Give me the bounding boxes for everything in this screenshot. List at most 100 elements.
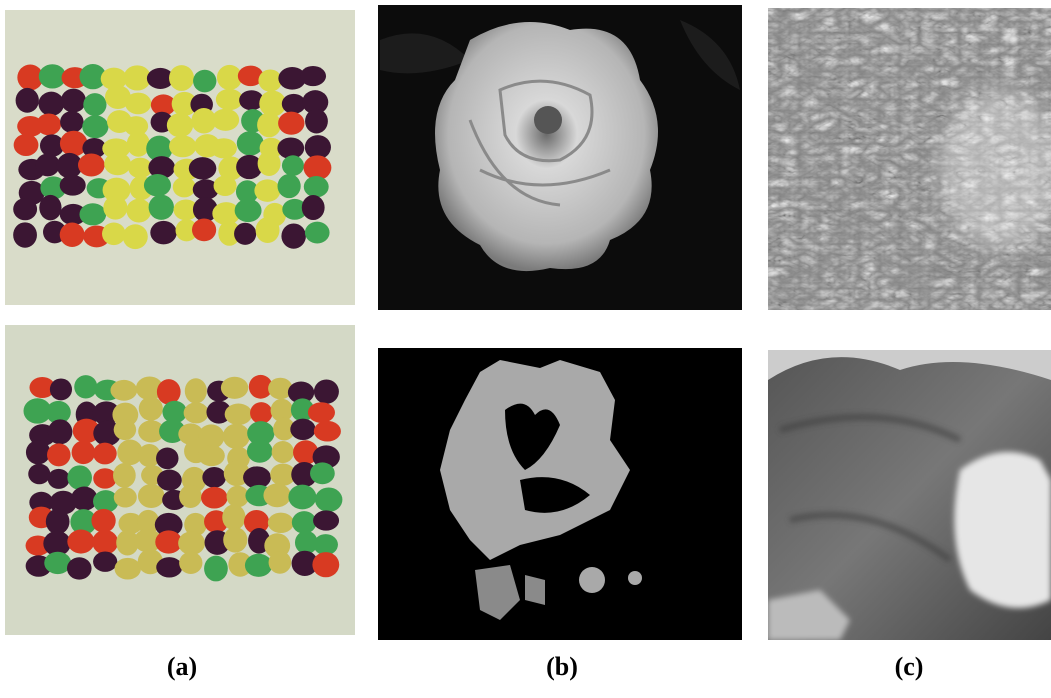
candy (256, 217, 280, 243)
candy (60, 223, 85, 247)
candy (167, 113, 193, 137)
candy (39, 195, 61, 220)
candy (36, 154, 60, 177)
candy (157, 470, 182, 491)
candy (212, 109, 239, 131)
candy (302, 195, 325, 220)
candy (60, 175, 86, 196)
figure: (a) (b) (c) (0, 0, 1051, 698)
candy (193, 70, 216, 93)
candy (104, 153, 131, 176)
rose-center (534, 106, 562, 134)
candy (250, 402, 272, 424)
candy (305, 109, 328, 134)
candy (60, 131, 88, 157)
candy (237, 131, 264, 155)
image-c-bottom (768, 350, 1051, 640)
panel-label: (b) (522, 652, 602, 682)
candy (304, 176, 329, 197)
candy (102, 222, 126, 245)
candy (115, 558, 141, 580)
candy (144, 174, 171, 196)
candy (179, 485, 202, 508)
candy (235, 199, 262, 222)
candy (192, 218, 216, 241)
candy (173, 177, 196, 198)
candy (234, 223, 256, 245)
figure-images (0, 0, 1051, 698)
candy (272, 441, 294, 463)
candy (312, 552, 339, 577)
candy (201, 487, 228, 509)
candy (16, 88, 39, 113)
segment-dot (579, 567, 605, 593)
candy (126, 199, 151, 223)
candy (74, 375, 97, 398)
candy (139, 397, 163, 421)
candy (50, 378, 72, 400)
panel-label: (c) (869, 652, 949, 682)
candy (179, 552, 202, 574)
candy (313, 510, 339, 530)
candy (114, 487, 137, 507)
candy (221, 377, 248, 399)
candy (308, 402, 335, 423)
candy (79, 203, 106, 225)
candy (67, 465, 92, 489)
candy (222, 504, 245, 530)
candy (48, 469, 70, 489)
candy (14, 134, 39, 156)
candy (185, 378, 207, 403)
candy (269, 551, 292, 574)
candy (189, 157, 217, 179)
candy (258, 151, 281, 176)
image-c-top (768, 8, 1051, 310)
candy (305, 222, 330, 244)
candy (202, 467, 226, 488)
candy (313, 534, 337, 555)
candy (13, 198, 37, 220)
candy (93, 551, 117, 571)
candy (156, 447, 178, 469)
candy (83, 93, 106, 116)
candy (247, 440, 273, 463)
candy (155, 530, 182, 553)
candy (258, 69, 282, 91)
candy (156, 557, 182, 577)
candy (82, 115, 108, 138)
panel-label: (a) (142, 652, 222, 682)
candy (113, 463, 136, 488)
candy (184, 402, 209, 423)
candy (310, 462, 335, 484)
candy (38, 92, 64, 116)
candy (263, 483, 290, 507)
candy (281, 223, 306, 248)
candy (169, 135, 196, 157)
candy (254, 179, 280, 201)
candy (61, 89, 86, 113)
candy (48, 419, 73, 444)
candy (44, 552, 71, 574)
candy (13, 222, 37, 247)
candy (282, 155, 304, 176)
candy (72, 441, 96, 465)
candy (223, 527, 247, 552)
candy (46, 509, 70, 535)
candy (36, 113, 61, 135)
candy (292, 511, 317, 533)
candy (257, 112, 281, 137)
candy (300, 66, 326, 86)
candy (210, 138, 236, 158)
candy (123, 224, 148, 249)
candy (114, 419, 136, 440)
candy (216, 89, 243, 110)
candy (127, 131, 150, 156)
candy (110, 380, 137, 401)
candy (60, 111, 83, 133)
candy (47, 443, 71, 466)
candy (67, 530, 94, 554)
candy (157, 379, 181, 404)
candy (123, 65, 151, 90)
candy (92, 530, 118, 555)
candy (93, 468, 116, 488)
